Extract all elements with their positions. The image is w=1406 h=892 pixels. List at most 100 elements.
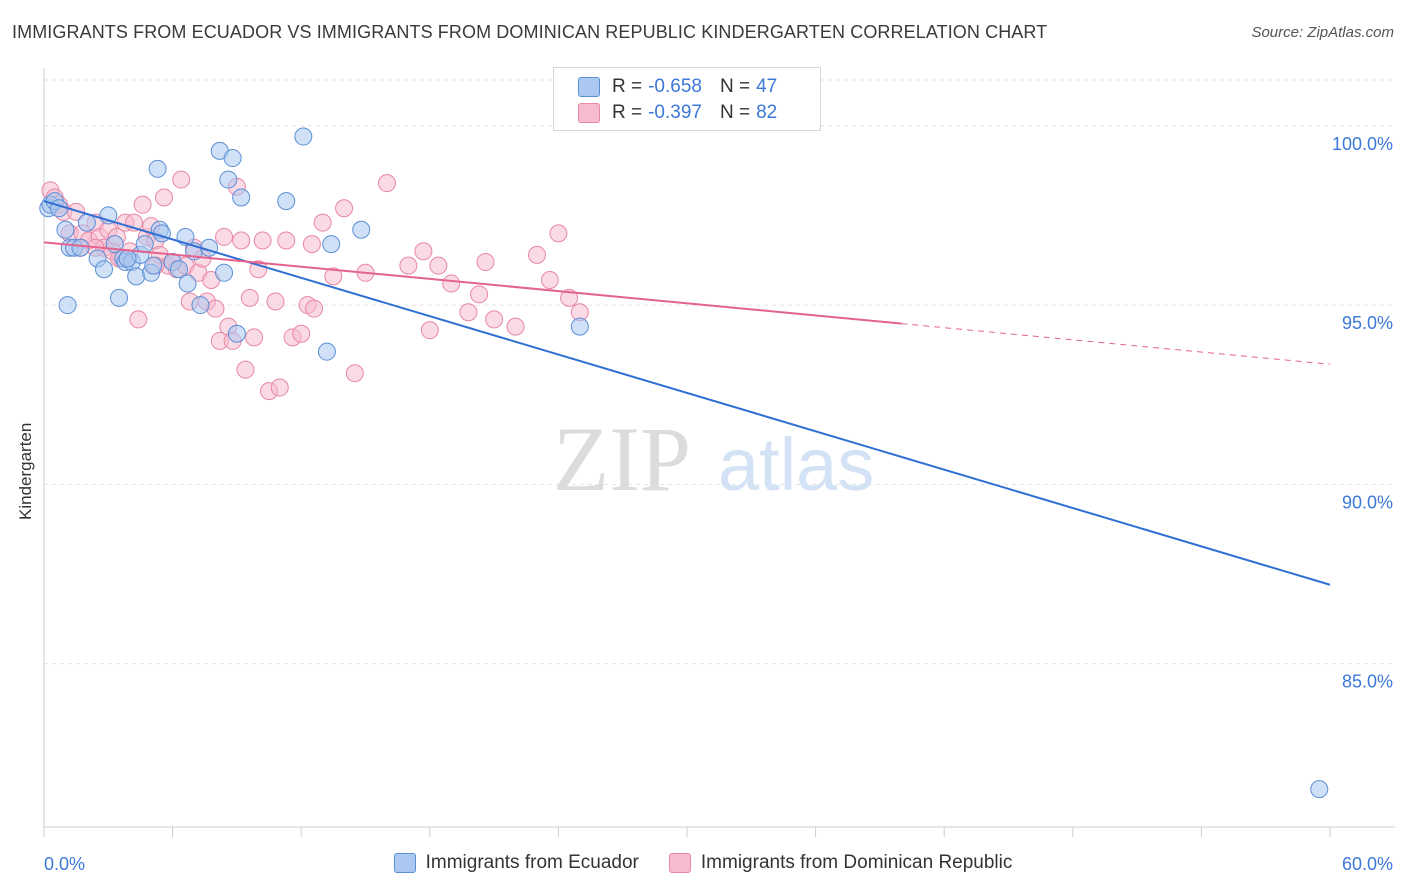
legend-label-dominican: Immigrants from Dominican Republic [700,852,1013,873]
data-point-dominican [549,224,568,243]
data-point-dominican [245,328,264,347]
data-point-dominican [485,310,504,329]
data-point-dominican [305,299,324,318]
data-point-dominican [302,235,321,254]
data-point-dominican [540,270,559,289]
series-legend: Immigrants from Ecuador Immigrants from … [0,852,1406,874]
data-point-dominican [292,324,311,343]
data-point-ecuador [152,224,171,243]
data-point-dominican [232,231,251,250]
tick-labels: 85.0% 90.0% 95.0% 100.0% 0.0% 60.0% [44,134,1393,874]
n-label: N = [719,102,751,123]
data-point-dominican [277,231,296,250]
data-point-ecuador [1310,780,1329,799]
trendlines [43,200,1331,586]
chart-title: IMMIGRANTS FROM ECUADOR VS IMMIGRANTS FR… [12,22,1048,42]
data-point-dominican [527,245,546,264]
data-point-ecuador [71,238,90,257]
data-point-dominican [506,317,525,336]
ecuador-legend-swatch [393,853,416,873]
data-point-dominican [459,303,478,322]
data-point-ecuador [223,149,242,168]
correlation-legend: R = -0.658 N = 47 R = -0.397 N = 82 [553,67,821,131]
data-point-ecuador [191,296,210,315]
data-point-ecuador [317,342,336,361]
data-point-ecuador [170,260,189,279]
data-point-ecuador [277,192,296,211]
data-point-dominican [420,321,439,340]
data-point-dominican [470,285,489,304]
data-point-dominican [133,195,152,214]
data-point-dominican [155,188,174,207]
data-point-ecuador [570,317,589,336]
data-point-ecuador [215,263,234,282]
trendline-ecuador [43,200,1331,586]
data-point-ecuador [219,170,238,189]
data-point-dominican [240,288,259,307]
data-point-ecuador [352,220,371,239]
data-point-dominican [172,170,191,189]
trendline-dominican-extension [901,323,1331,365]
series-ecuador-points [39,127,1329,799]
data-point-dominican [129,310,148,329]
n-value-ecuador: 47 [756,76,778,97]
data-point-ecuador [118,249,137,268]
data-point-ecuador [322,235,341,254]
r-value-ecuador: -0.658 [648,76,702,97]
data-point-ecuador [135,235,154,254]
legend-item-dominican: Immigrants from Dominican Republic [668,852,1013,874]
data-point-ecuador [148,159,167,178]
data-point-dominican [206,299,225,318]
x-tick-label-max: 60.0% [1342,854,1393,874]
data-point-dominican [270,378,289,397]
data-point-dominican [236,360,255,379]
n-label: N = [719,76,751,97]
y-tick-label: 85.0% [1342,672,1393,692]
data-point-ecuador [127,267,146,286]
r-label: R = [612,102,643,123]
data-point-ecuador [110,288,129,307]
dominican-swatch [578,103,600,123]
x-tick-label-min: 0.0% [44,854,85,874]
data-point-dominican [313,213,332,232]
data-point-dominican [399,256,418,275]
data-point-dominican [414,242,433,261]
data-point-ecuador [144,256,163,275]
data-point-dominican [377,174,396,193]
data-point-dominican [476,253,495,272]
data-point-dominican [560,288,579,307]
data-point-dominican [266,292,285,311]
source-note: Source: ZipAtlas.com [1251,24,1394,41]
dominican-legend-swatch [668,853,691,873]
data-point-dominican [335,199,354,218]
legend-label-ecuador: Immigrants from Ecuador [425,852,639,873]
y-tick-label: 90.0% [1342,492,1393,512]
data-point-dominican [215,227,234,246]
data-point-ecuador [294,127,313,146]
data-point-ecuador [58,296,77,315]
data-point-ecuador [95,260,114,279]
legend-row-dominican: R = -0.397 N = 82 [578,102,777,124]
y-axis-label: Kindergarten [16,422,35,520]
watermark-atlas: atlas [718,423,874,506]
data-point-ecuador [227,324,246,343]
data-point-dominican [442,274,461,293]
watermark-zip: ZIP [553,408,691,510]
r-value-dominican: -0.397 [648,102,702,123]
y-tick-label: 100.0% [1332,134,1393,154]
data-point-dominican [67,202,86,221]
watermark: ZIP atlas [553,408,874,510]
n-value-dominican: 82 [756,102,778,123]
legend-item-ecuador: Immigrants from Ecuador [393,852,639,874]
legend-row-ecuador: R = -0.658 N = 47 [578,76,777,98]
ecuador-swatch [578,77,600,97]
data-point-dominican [253,231,272,250]
data-point-dominican [249,260,268,279]
trendline-dominican [43,241,902,325]
data-point-ecuador [232,188,251,207]
r-label: R = [612,76,643,97]
data-point-dominican [324,267,343,286]
data-point-dominican [429,256,448,275]
data-point-ecuador [56,220,75,239]
